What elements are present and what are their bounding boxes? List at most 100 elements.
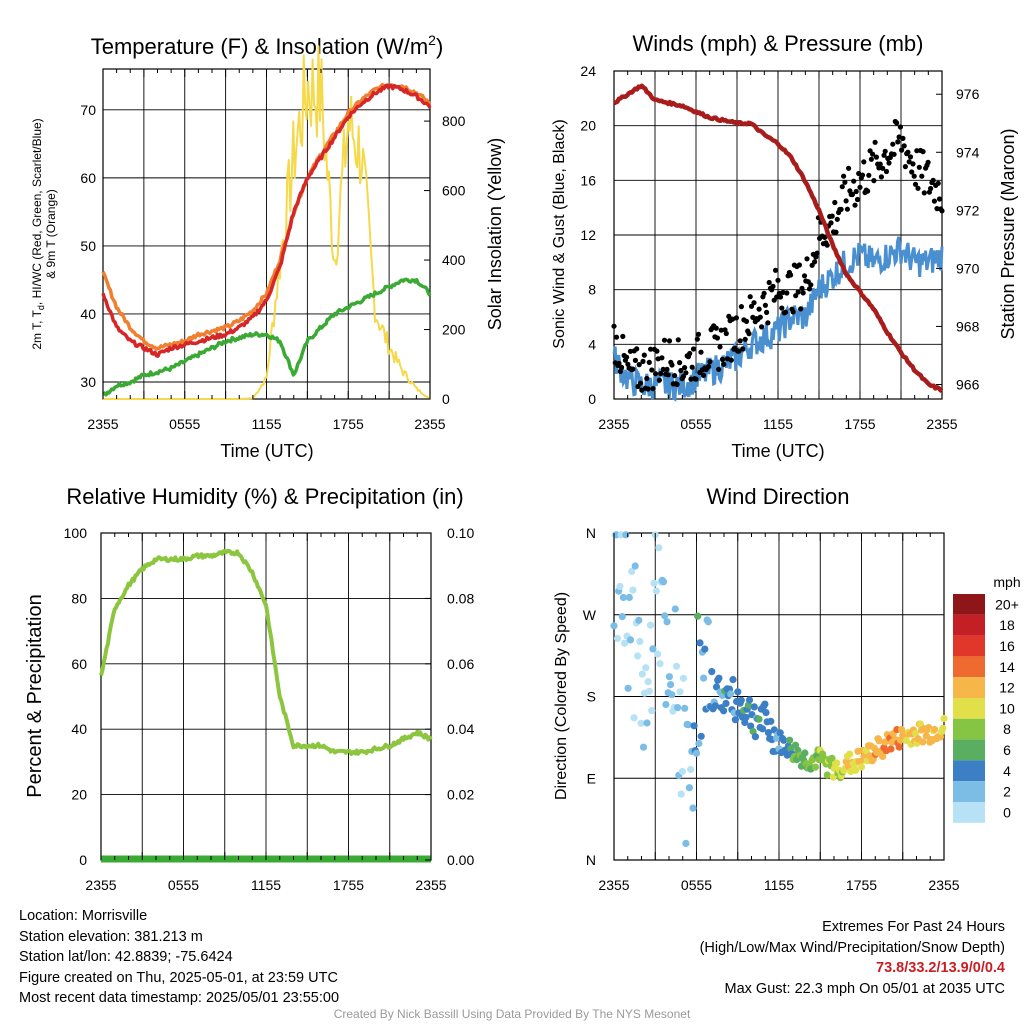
wind-series	[611, 83, 945, 402]
gust-point	[851, 178, 857, 184]
y2-tick-label: 0.08	[447, 590, 474, 606]
gust-point	[762, 302, 769, 308]
direction-point	[846, 750, 854, 758]
direction-point	[684, 721, 692, 729]
gust-point	[653, 371, 659, 377]
x-tick-label: 0555	[169, 416, 200, 432]
direction-point	[762, 709, 770, 717]
gust-point	[654, 348, 660, 354]
direction-point	[648, 707, 656, 715]
gust-point	[646, 359, 652, 365]
station-elevation: Station elevation: 381.213 m	[19, 928, 203, 945]
dir-panel: Wind Direction 2355 0555 1155 1755 2355 N E S W…	[553, 484, 1021, 893]
gust-point	[920, 149, 926, 155]
gust-point	[617, 368, 623, 375]
direction-point	[715, 674, 723, 682]
gust-point	[784, 290, 790, 296]
extremes-subtitle: (High/Low/Max Wind/Precipitation/Snow De…	[699, 939, 1005, 956]
direction-point	[745, 696, 754, 704]
x-tick-label: 2355	[926, 416, 957, 432]
direction-point	[751, 733, 760, 741]
gust-point	[877, 161, 883, 167]
y-tick-label: N	[586, 525, 596, 541]
gust-point	[756, 306, 762, 312]
gust-point	[640, 358, 646, 364]
colorbar-label: 20+	[995, 596, 1019, 612]
gust-point	[839, 184, 845, 190]
x-tick-label: 1155	[251, 877, 281, 893]
y2-tick-label: 0	[442, 391, 450, 407]
gust-point	[718, 327, 724, 333]
direction-point	[655, 544, 663, 552]
rh-ylabel-left: Percent & Precipitation	[24, 594, 46, 797]
gust-point	[882, 148, 888, 154]
rh-title: Relative Humidity (%) & Precipitation (i…	[66, 484, 463, 509]
y-tick-label: 4	[588, 336, 596, 352]
gust-point	[766, 279, 772, 286]
gust-point	[897, 124, 904, 130]
y2-tick-label: 0.02	[447, 787, 474, 803]
direction-point	[700, 674, 708, 682]
direction-point	[829, 773, 837, 781]
gust-point	[921, 190, 927, 196]
y-tick-label: 24	[580, 63, 596, 79]
gust-point	[669, 362, 675, 368]
colorbar-label: 0	[1003, 804, 1011, 820]
direction-point	[630, 714, 638, 722]
direction-point	[767, 717, 775, 725]
direction-point	[712, 683, 721, 691]
wind-panel: Winds (mph) & Pressure (mb) 2355 0555 1155…	[551, 31, 1018, 461]
temp-ylabel-left2: & 9m T (Orange)	[44, 189, 58, 279]
wind-title: Winds (mph) & Pressure (mb)	[633, 31, 924, 56]
gust-point	[659, 355, 665, 361]
gust-point	[649, 367, 655, 373]
x-tick-label: 1755	[333, 416, 364, 432]
direction-point	[618, 613, 626, 621]
gust-point	[800, 290, 806, 296]
gust-point	[901, 143, 907, 149]
y-tick-label: 20	[580, 118, 596, 134]
station-info: Location: Morrisville Station elevation:…	[19, 906, 339, 1009]
extremes-title: Extremes For Past 24 Hours	[822, 919, 1005, 935]
y2-tick-label: 968	[956, 318, 980, 334]
gust-point	[866, 172, 872, 178]
colorbar-swatch	[953, 614, 985, 636]
direction-point	[668, 691, 676, 699]
wind-y-right-ticks: 966 968 970 972 974 976	[936, 86, 980, 392]
figure-created: Figure created on Thu, 2025-05-01, at 23…	[19, 969, 338, 986]
direction-point	[624, 684, 632, 692]
y-tick-label: 8	[588, 282, 596, 298]
gust-point	[914, 148, 920, 154]
gust-point	[613, 334, 620, 340]
direction-point	[634, 652, 642, 660]
direction-point	[720, 707, 728, 715]
y-tick-label: 20	[71, 787, 87, 803]
gust-point	[658, 370, 664, 377]
dir-title: Wind Direction	[706, 484, 849, 509]
gust-point	[701, 372, 707, 378]
gust-point	[808, 282, 814, 288]
y2-tick-label: 600	[442, 183, 466, 199]
x-tick-label: 0555	[168, 877, 199, 893]
colorbar-swatch	[953, 781, 985, 802]
gust-point	[852, 202, 858, 208]
direction-point	[610, 622, 618, 630]
direction-point	[801, 749, 809, 757]
gust-point	[843, 198, 849, 204]
direction-point	[912, 729, 920, 737]
colorbar-label: 10	[999, 700, 1015, 716]
colorbar-swatch	[953, 677, 985, 698]
direction-point	[661, 612, 669, 620]
direction-point	[898, 726, 906, 734]
gust-point	[723, 330, 729, 337]
gust-point	[814, 250, 820, 256]
direction-point	[833, 759, 841, 767]
direction-point	[786, 736, 794, 744]
temp-ylabel-left: 2m T, Td, HI/WC (Red, Green, Scarlet/Blu…	[30, 118, 46, 349]
gust-point	[660, 366, 666, 372]
direction-point	[737, 696, 745, 704]
gust-point	[881, 152, 887, 158]
y-tick-label: W	[583, 607, 597, 623]
gust-point	[793, 293, 799, 299]
x-tick-label: 1755	[844, 416, 875, 432]
